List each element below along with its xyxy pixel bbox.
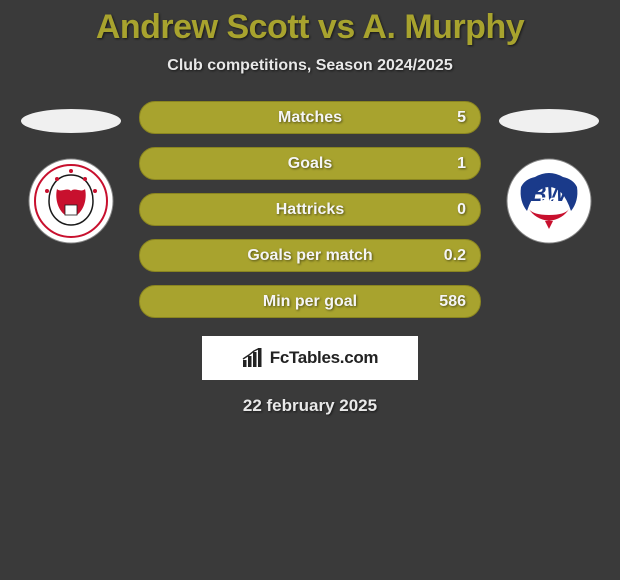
brand-text: FcTables.com (270, 348, 379, 368)
stat-value-right: 1 (457, 155, 466, 173)
right-player-column: BW FC (499, 101, 599, 245)
left-player-column (21, 101, 121, 245)
content-row: Matches 5 Goals 1 Hattricks 0 Goals per … (0, 101, 620, 318)
leyton-orient-crest-icon (27, 157, 115, 245)
stat-label: Goals per match (247, 247, 372, 265)
date-line: 22 february 2025 (0, 396, 620, 416)
stat-label: Goals (288, 155, 332, 173)
page-subtitle: Club competitions, Season 2024/2025 (0, 57, 620, 75)
stat-row-matches: Matches 5 (139, 101, 481, 134)
stat-label: Hattricks (276, 201, 344, 219)
page-title: Andrew Scott vs A. Murphy (0, 8, 620, 47)
left-club-crest (27, 157, 115, 245)
stat-label: Min per goal (263, 293, 357, 311)
bolton-wanderers-crest-icon: BW FC (505, 157, 593, 245)
stat-row-goals: Goals 1 (139, 147, 481, 180)
stat-value-right: 5 (457, 109, 466, 127)
stat-label: Matches (278, 109, 342, 127)
svg-text:FC: FC (540, 194, 559, 210)
bar-chart-icon (242, 348, 264, 368)
stat-value-right: 0.2 (444, 247, 466, 265)
stat-row-hattricks: Hattricks 0 (139, 193, 481, 226)
left-player-silhouette (21, 109, 121, 133)
right-club-crest: BW FC (505, 157, 593, 245)
comparison-card: Andrew Scott vs A. Murphy Club competiti… (0, 0, 620, 416)
stat-value-right: 586 (439, 293, 466, 311)
right-player-silhouette (499, 109, 599, 133)
stat-value-right: 0 (457, 201, 466, 219)
stat-row-goals-per-match: Goals per match 0.2 (139, 239, 481, 272)
stats-column: Matches 5 Goals 1 Hattricks 0 Goals per … (139, 101, 481, 318)
stat-row-min-per-goal: Min per goal 586 (139, 285, 481, 318)
brand-watermark: FcTables.com (202, 336, 418, 380)
